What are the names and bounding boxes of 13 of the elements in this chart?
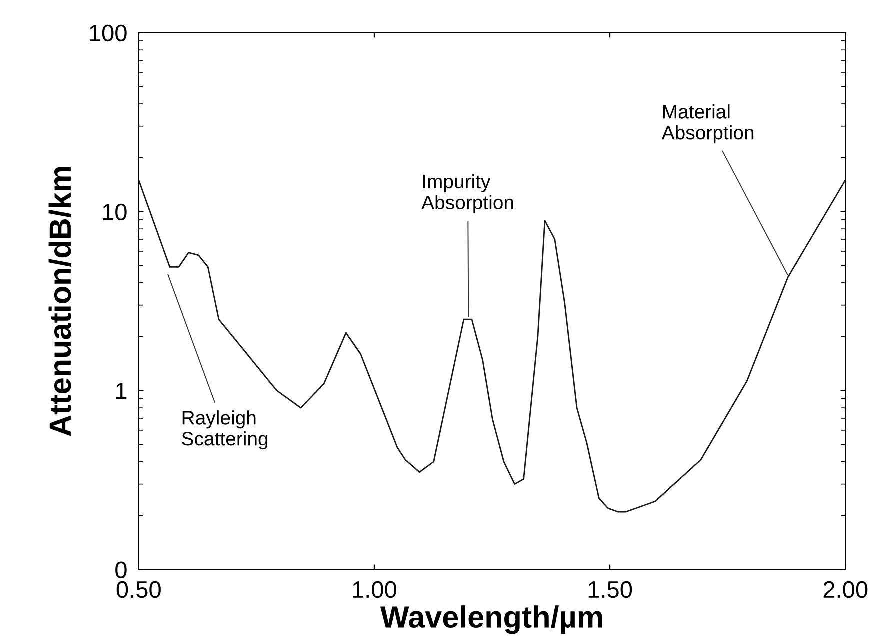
y-axis-title: Attenuation/dB/km xyxy=(48,167,72,436)
x-tick-label: 2.00 xyxy=(824,581,868,598)
x-tick-label: 0.50 xyxy=(116,581,161,598)
x-tick-label: 1.00 xyxy=(353,581,397,598)
annotation: Rayleigh Scattering xyxy=(182,410,268,450)
y-tick-label: 1 xyxy=(116,383,127,400)
y-tick-label: 0 xyxy=(116,562,127,578)
annotation: Material Absorption xyxy=(662,104,754,144)
annotation: Impurity Absorption xyxy=(422,174,514,214)
x-tick-label: 1.50 xyxy=(588,581,632,598)
y-tick-label: 10 xyxy=(103,204,127,221)
y-tick-label: 100 xyxy=(90,24,127,42)
x-axis-title: Wavelength/µm xyxy=(380,606,602,634)
